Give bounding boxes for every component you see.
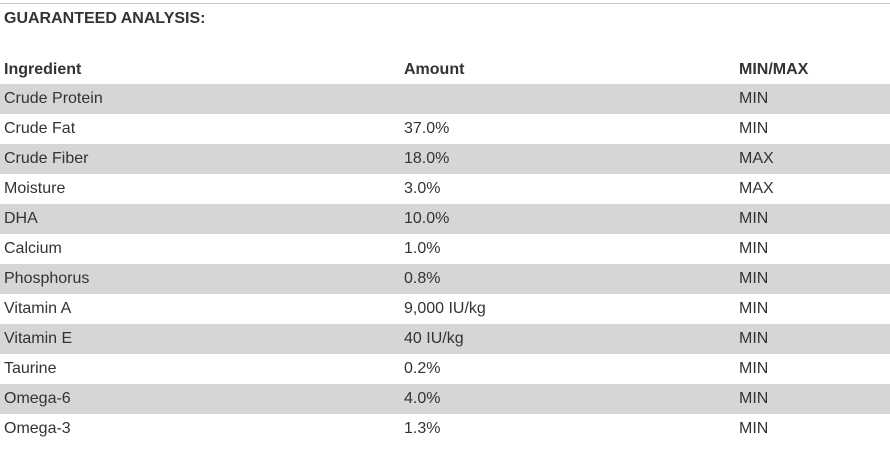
minmax-cell: MIN <box>735 354 890 384</box>
section-title: GUARANTEED ANALYSIS: <box>4 10 206 27</box>
ingredient-cell: Taurine <box>0 354 400 384</box>
table-header-row: Ingredient Amount MIN/MAX <box>0 55 890 84</box>
table-row: DHA 10.0% MIN <box>0 204 890 234</box>
minmax-cell: MIN <box>735 294 890 324</box>
amount-cell: 10.0% <box>400 204 735 234</box>
table-row: Crude Protein MIN <box>0 84 890 114</box>
minmax-cell: MIN <box>735 204 890 234</box>
table-row: Crude Fiber 18.0% MAX <box>0 144 890 174</box>
header-minmax: MIN/MAX <box>739 60 809 78</box>
minmax-cell: MAX <box>735 174 890 204</box>
ingredient-cell: DHA <box>0 204 400 234</box>
amount-cell: 1.3% <box>400 414 735 444</box>
table-row: Calcium 1.0% MIN <box>0 234 890 264</box>
ingredient-cell: Calcium <box>0 234 400 264</box>
amount-cell: 0.8% <box>400 264 735 294</box>
header-amount: Amount <box>404 60 465 78</box>
ingredient-cell: Omega-6 <box>0 384 400 414</box>
header-ingredient: Ingredient <box>4 60 82 78</box>
amount-cell <box>400 84 735 114</box>
amount-cell: 37.0% <box>400 114 735 144</box>
minmax-cell: MIN <box>735 234 890 264</box>
ingredient-cell: Crude Fat <box>0 114 400 144</box>
amount-cell: 3.0% <box>400 174 735 204</box>
amount-cell: 40 IU/kg <box>400 324 735 354</box>
minmax-cell: MIN <box>735 414 890 444</box>
table-row: Omega-6 4.0% MIN <box>0 384 890 414</box>
ingredient-cell: Crude Protein <box>0 84 400 114</box>
table-row: Omega-3 1.3% MIN <box>0 414 890 444</box>
amount-cell: 1.0% <box>400 234 735 264</box>
ingredient-cell: Moisture <box>0 174 400 204</box>
ingredient-cell: Vitamin A <box>0 294 400 324</box>
table-row: Moisture 3.0% MAX <box>0 174 890 204</box>
amount-cell: 9,000 IU/kg <box>400 294 735 324</box>
top-divider <box>0 3 890 4</box>
minmax-cell: MAX <box>735 144 890 174</box>
ingredient-cell: Omega-3 <box>0 414 400 444</box>
ingredient-cell: Phosphorus <box>0 264 400 294</box>
ingredient-cell: Crude Fiber <box>0 144 400 174</box>
table-row: Vitamin A 9,000 IU/kg MIN <box>0 294 890 324</box>
minmax-cell: MIN <box>735 264 890 294</box>
table-row: Crude Fat 37.0% MIN <box>0 114 890 144</box>
ingredient-cell: Vitamin E <box>0 324 400 354</box>
minmax-cell: MIN <box>735 84 890 114</box>
guaranteed-analysis-table: Ingredient Amount MIN/MAX Crude Protein … <box>0 55 890 444</box>
amount-cell: 4.0% <box>400 384 735 414</box>
minmax-cell: MIN <box>735 324 890 354</box>
table-row: Vitamin E 40 IU/kg MIN <box>0 324 890 354</box>
minmax-cell: MIN <box>735 114 890 144</box>
minmax-cell: MIN <box>735 384 890 414</box>
table-row: Taurine 0.2% MIN <box>0 354 890 384</box>
amount-cell: 18.0% <box>400 144 735 174</box>
table-row: Phosphorus 0.8% MIN <box>0 264 890 294</box>
amount-cell: 0.2% <box>400 354 735 384</box>
